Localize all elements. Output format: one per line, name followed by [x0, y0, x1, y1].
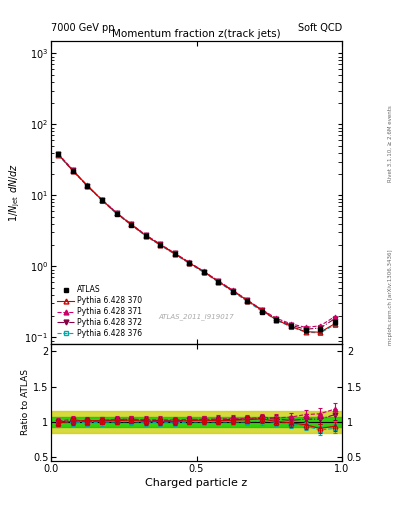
- Y-axis label: $1/N_\mathrm{jet}\ dN/dz$: $1/N_\mathrm{jet}\ dN/dz$: [7, 163, 22, 222]
- Text: ATLAS_2011_I919017: ATLAS_2011_I919017: [159, 313, 234, 320]
- Text: Rivet 3.1.10, ≥ 2.6M events: Rivet 3.1.10, ≥ 2.6M events: [388, 105, 393, 182]
- Y-axis label: Ratio to ATLAS: Ratio to ATLAS: [21, 370, 30, 436]
- Text: mcplots.cern.ch [arXiv:1306.3436]: mcplots.cern.ch [arXiv:1306.3436]: [388, 249, 393, 345]
- Legend: ATLAS, Pythia 6.428 370, Pythia 6.428 371, Pythia 6.428 372, Pythia 6.428 376: ATLAS, Pythia 6.428 370, Pythia 6.428 37…: [55, 283, 145, 340]
- Bar: [51, 417, 342, 427]
- Text: 7000 GeV pp: 7000 GeV pp: [51, 23, 115, 33]
- Text: Soft QCD: Soft QCD: [298, 23, 342, 33]
- Bar: [51, 411, 342, 433]
- X-axis label: Charged particle z: Charged particle z: [145, 478, 248, 488]
- Title: Momentum fraction z(track jets): Momentum fraction z(track jets): [112, 29, 281, 39]
